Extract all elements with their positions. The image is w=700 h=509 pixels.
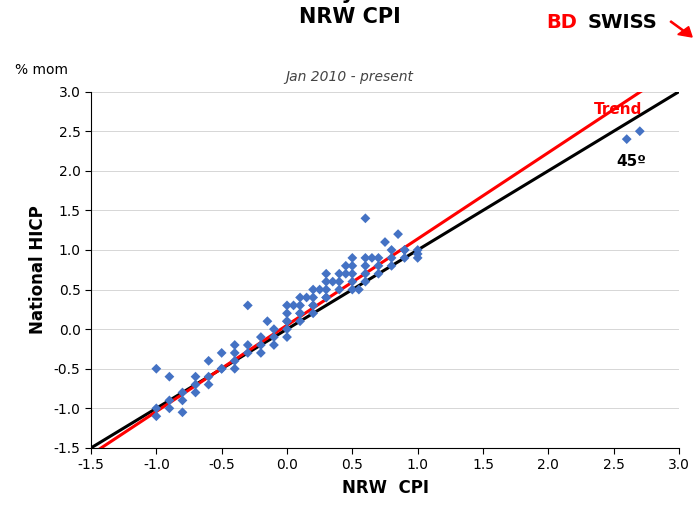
Point bbox=[203, 381, 214, 389]
Point bbox=[281, 309, 293, 318]
Point bbox=[393, 230, 404, 238]
Point bbox=[399, 246, 410, 254]
Point bbox=[327, 277, 338, 286]
Point bbox=[334, 270, 345, 278]
Point bbox=[621, 135, 632, 143]
Text: SWISS: SWISS bbox=[588, 13, 658, 32]
Text: Trend: Trend bbox=[594, 101, 643, 117]
Point bbox=[346, 262, 358, 270]
Point bbox=[190, 381, 201, 389]
Point bbox=[386, 254, 397, 262]
Point bbox=[281, 317, 293, 325]
Point bbox=[256, 333, 267, 341]
Point bbox=[346, 277, 358, 286]
Point bbox=[334, 277, 345, 286]
Point bbox=[307, 309, 318, 318]
Point bbox=[216, 349, 228, 357]
Point bbox=[346, 270, 358, 278]
Point bbox=[256, 341, 267, 349]
Point bbox=[314, 286, 326, 294]
Point bbox=[268, 325, 279, 333]
Point bbox=[366, 254, 377, 262]
Point bbox=[340, 262, 351, 270]
Point bbox=[412, 246, 423, 254]
Point bbox=[399, 246, 410, 254]
Point bbox=[203, 357, 214, 365]
Point bbox=[150, 404, 162, 412]
Point bbox=[354, 286, 365, 294]
Point bbox=[242, 349, 253, 357]
Point bbox=[281, 325, 293, 333]
Point bbox=[321, 293, 332, 301]
Point bbox=[242, 341, 253, 349]
Point bbox=[386, 262, 397, 270]
Point bbox=[307, 293, 318, 301]
Point bbox=[634, 127, 645, 135]
Point bbox=[150, 412, 162, 420]
Point bbox=[295, 301, 306, 309]
Point bbox=[346, 286, 358, 294]
Point bbox=[373, 262, 384, 270]
Point bbox=[412, 254, 423, 262]
Point bbox=[216, 364, 228, 373]
Point bbox=[268, 341, 279, 349]
Text: Jan 2010 - present: Jan 2010 - present bbox=[286, 70, 414, 84]
Text: Germany HICP vs
NRW CPI: Germany HICP vs NRW CPI bbox=[248, 0, 451, 27]
Point bbox=[229, 341, 240, 349]
Text: BD: BD bbox=[546, 13, 577, 32]
Point bbox=[360, 254, 371, 262]
Point bbox=[190, 373, 201, 381]
Text: % mom: % mom bbox=[15, 63, 68, 77]
Point bbox=[262, 317, 273, 325]
Point bbox=[360, 262, 371, 270]
Point bbox=[190, 388, 201, 397]
Point bbox=[216, 364, 228, 373]
Point bbox=[412, 250, 423, 258]
Point bbox=[164, 404, 175, 412]
Point bbox=[203, 373, 214, 381]
Point bbox=[346, 254, 358, 262]
Point bbox=[229, 364, 240, 373]
Point bbox=[164, 373, 175, 381]
Point bbox=[360, 214, 371, 222]
Point bbox=[334, 286, 345, 294]
Y-axis label: National HICP: National HICP bbox=[29, 206, 47, 334]
Point bbox=[360, 270, 371, 278]
Point bbox=[164, 397, 175, 405]
Point bbox=[386, 246, 397, 254]
Point bbox=[281, 333, 293, 341]
Point bbox=[268, 333, 279, 341]
Point bbox=[321, 293, 332, 301]
Point bbox=[229, 357, 240, 365]
Point bbox=[242, 301, 253, 309]
Point bbox=[373, 254, 384, 262]
Point bbox=[177, 397, 188, 405]
Point bbox=[150, 364, 162, 373]
Point bbox=[307, 286, 318, 294]
Point bbox=[373, 270, 384, 278]
Point bbox=[321, 270, 332, 278]
Point bbox=[340, 270, 351, 278]
Text: 45º: 45º bbox=[616, 154, 646, 169]
Point bbox=[307, 301, 318, 309]
Point bbox=[288, 301, 299, 309]
Point bbox=[295, 309, 306, 318]
Point bbox=[295, 309, 306, 318]
Point bbox=[379, 238, 391, 246]
Point bbox=[177, 408, 188, 416]
X-axis label: NRW  CPI: NRW CPI bbox=[342, 479, 428, 497]
Point bbox=[360, 277, 371, 286]
Point bbox=[295, 317, 306, 325]
Point bbox=[301, 293, 312, 301]
Point bbox=[177, 388, 188, 397]
Point bbox=[399, 254, 410, 262]
Point bbox=[281, 301, 293, 309]
Point bbox=[321, 277, 332, 286]
Point bbox=[321, 286, 332, 294]
Point bbox=[281, 317, 293, 325]
Point bbox=[295, 293, 306, 301]
Point bbox=[229, 349, 240, 357]
Point bbox=[307, 301, 318, 309]
Point bbox=[256, 349, 267, 357]
